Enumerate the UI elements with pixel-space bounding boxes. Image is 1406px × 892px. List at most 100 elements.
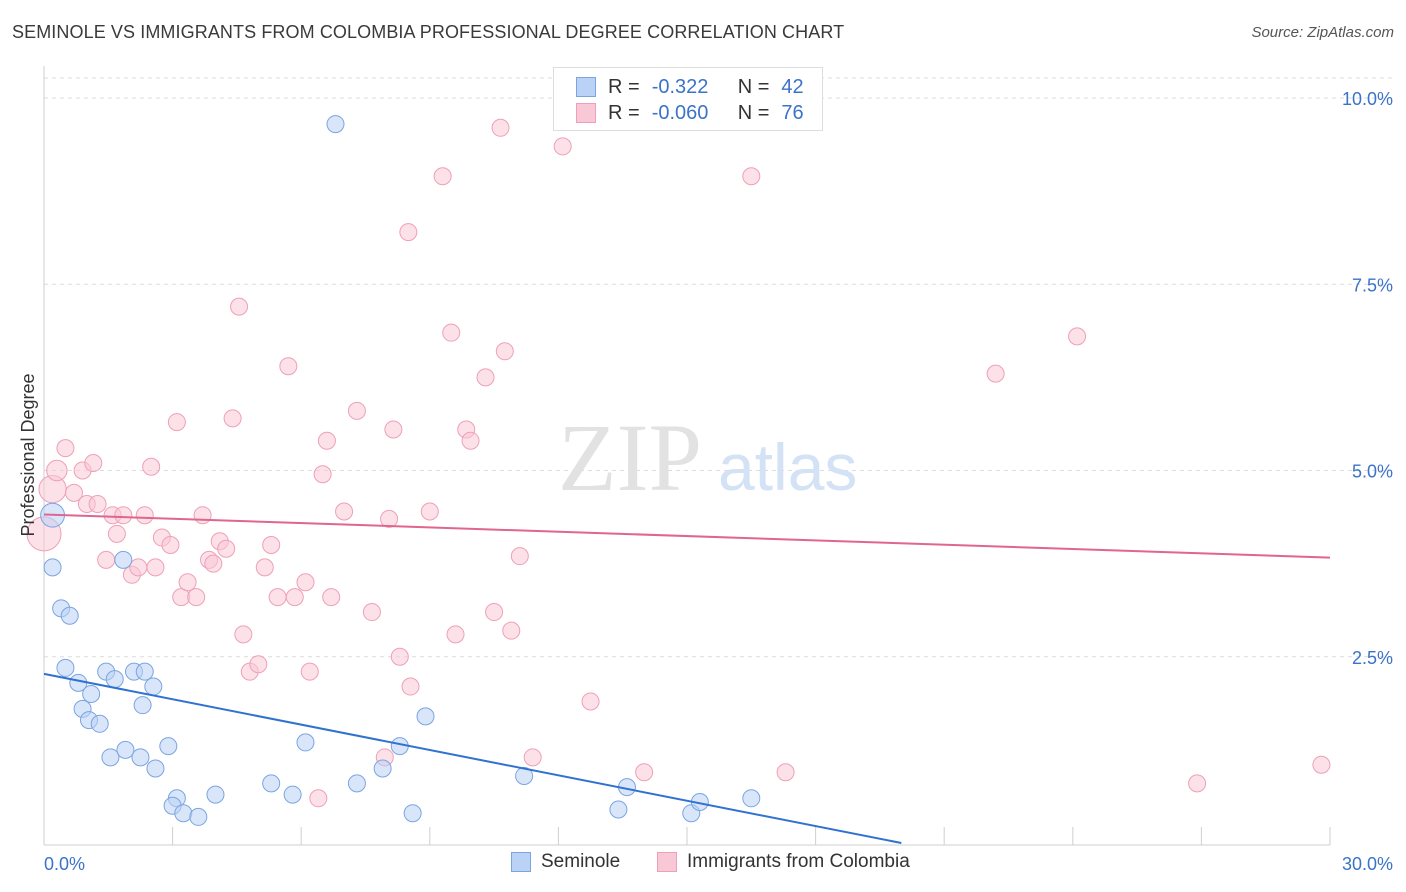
colombia-point [135,506,154,525]
seminole-point [133,696,152,715]
seminole-point [116,740,135,759]
colombia-point [399,223,418,242]
watermark: ZIP atlas [558,404,857,511]
y-tick-label: 7.5% [1352,275,1393,295]
seminole-point [403,804,422,823]
colombia-point [420,502,439,521]
r-label: R = [608,75,640,98]
colombia-point [510,547,529,566]
colombia-point [268,588,287,607]
colombia-point [335,502,354,521]
seminole-point [283,785,302,804]
seminole-point [135,662,154,681]
colombia-point [97,550,116,569]
r-value: -0.322 [651,75,709,98]
seminole-point [146,759,165,778]
colombia-point [523,748,542,767]
colombia-point [88,495,107,514]
colombia-point [446,625,465,644]
seminole-point [347,774,366,793]
y-tick-label: 5.0% [1352,462,1393,482]
x-tick-label: 30.0% [1342,854,1393,874]
colombia-point [65,483,84,502]
seminole-point [416,707,435,726]
seminole-point [159,737,178,756]
colombia-point [380,509,399,528]
colombia-point [146,558,165,577]
seminole-point [43,558,62,577]
stats-legend: R = -0.322 N = 42 R = -0.060 N = 76 [553,67,823,131]
colombia-point [1312,755,1331,774]
seminole-trend-line [43,672,902,844]
colombia-point [234,625,253,644]
colombia-point [142,457,161,476]
watermark-atlas: atlas [718,430,857,504]
colombia-point [347,401,366,420]
y-tick-label: 2.5% [1352,648,1393,668]
colombia-point [313,465,332,484]
colombia-point [442,323,461,342]
r-label: R = [608,101,640,124]
n-value: 42 [781,75,804,98]
colombia-legend-swatch [657,852,677,872]
colombia-point [1068,327,1087,346]
colombia-point [322,588,341,607]
legend-item-seminole[interactable]: Seminole [511,851,620,873]
seminole-point [82,685,101,703]
r-value: -0.060 [651,101,709,124]
seminole-point [114,550,133,569]
colombia-point [255,558,274,577]
seminole-legend-swatch [511,852,531,872]
colombia-point [401,677,420,696]
colombia-point [635,763,654,782]
colombia-point [433,167,452,186]
seminole-point [326,115,345,134]
seminole-point [174,804,193,823]
colombia-point [742,167,761,186]
seminole-point [189,807,208,826]
colombia-point [279,357,298,376]
colombia-point [129,558,148,577]
seminole-point [742,789,761,808]
colombia-point [300,662,319,681]
seminole-point [206,785,225,804]
colombia-point [502,621,521,640]
watermark-zip: ZIP [558,404,702,511]
seminole-point [90,714,109,733]
colombia-point [553,137,572,156]
y-tick-label: 10.0% [1342,89,1393,109]
colombia-point [581,692,600,711]
seminole-point [105,670,124,689]
colombia-point [309,789,328,808]
seminole-point [131,748,150,767]
colombia-point [1188,774,1207,793]
colombia-trend-line [43,513,1331,559]
seminole-point [101,748,120,767]
colombia-point [107,524,126,543]
seminole-swatch [576,77,596,97]
chart-title: SEMINOLE VS IMMIGRANTS FROM COLOMBIA PRO… [12,22,845,42]
n-value: 76 [781,101,804,124]
colombia-point [776,763,795,782]
colombia-point [178,573,197,592]
seminole-point [262,774,281,793]
colombia-point [491,118,510,137]
legend-item-colombia[interactable]: Immigrants from Colombia [657,851,910,873]
colombia-point [193,506,212,525]
legend-label-seminole: Seminole [541,851,621,872]
colombia-swatch [576,103,596,123]
x-tick-label: 0.0% [44,854,85,874]
colombia-point [461,431,480,450]
legend-label-colombia: Immigrants from Colombia [687,851,910,872]
colombia-point [384,420,403,439]
seminole-point [60,606,79,625]
stats-row-seminole: R = -0.322 N = 42 [576,74,804,100]
colombia-point [262,536,281,554]
colombia-point [249,655,268,674]
y-axis-label: Professional Degree [18,373,38,536]
colombia-point [495,342,514,361]
seminole-point [56,658,75,677]
colombia-point [161,536,180,554]
colombia-point [46,459,68,482]
